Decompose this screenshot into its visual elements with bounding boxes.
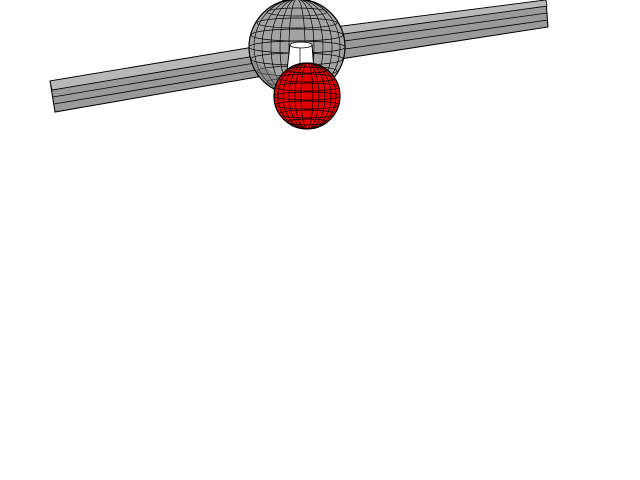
horizontal-bar-right xyxy=(334,0,549,60)
horizontal-bar-left xyxy=(49,45,264,113)
red-sphere xyxy=(273,62,341,130)
